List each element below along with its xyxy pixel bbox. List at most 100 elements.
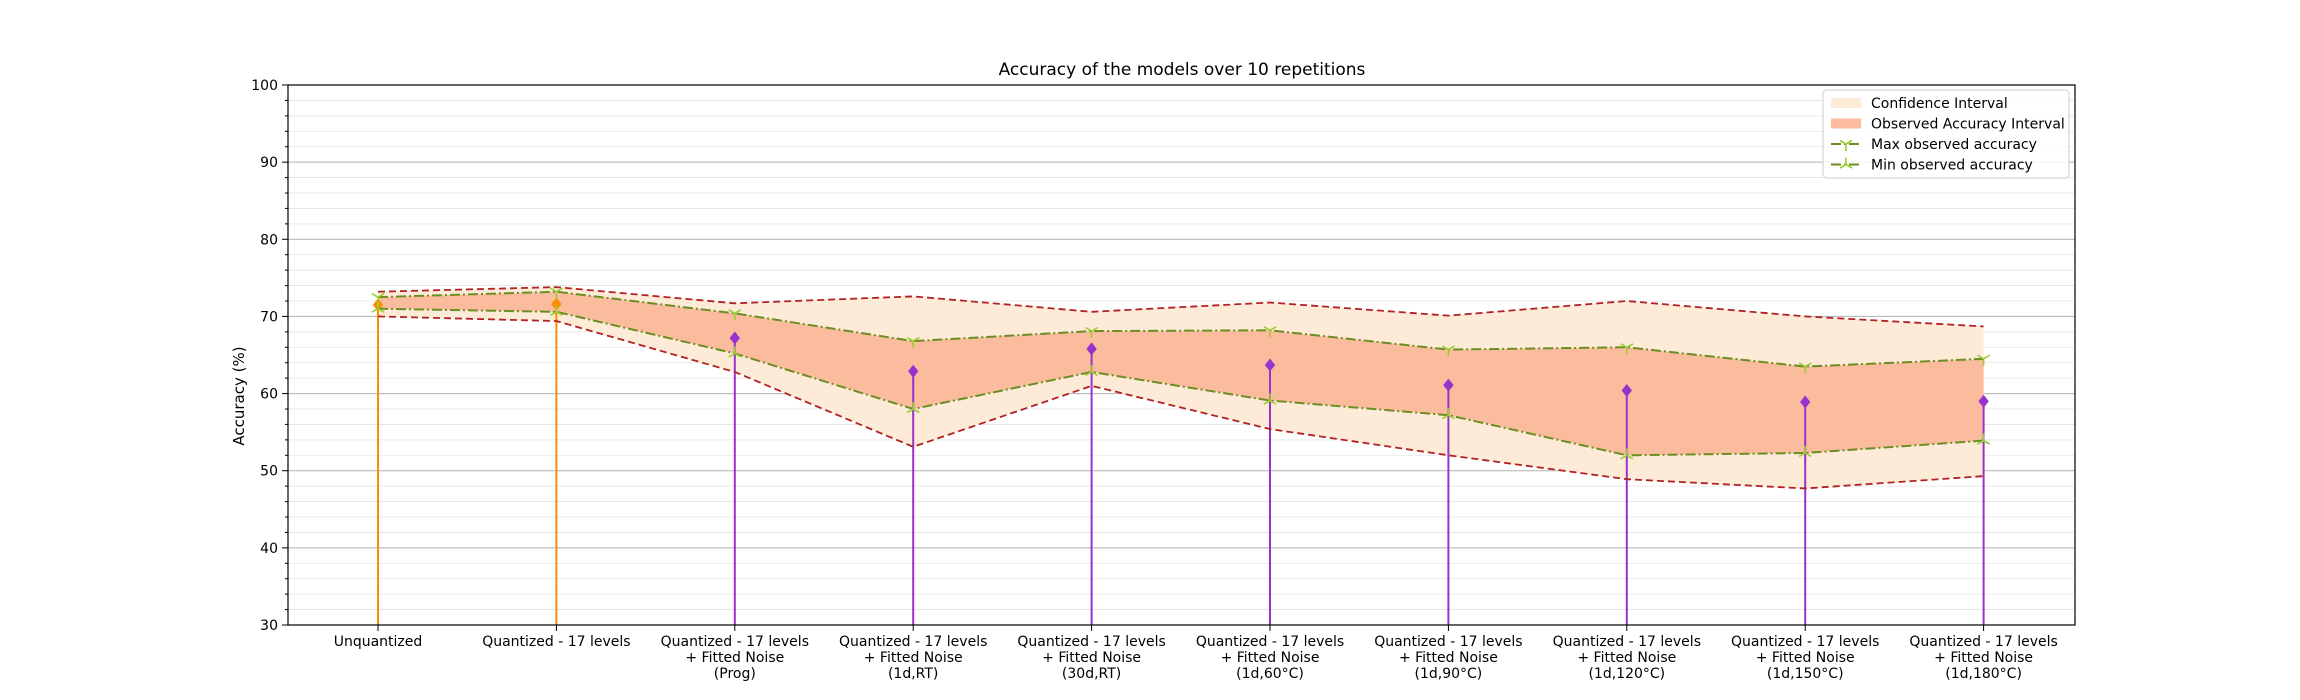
marker-arm: [728, 309, 736, 315]
x-tick-label: Quantized - 17 levels+ Fitted Noise(1d,1…: [1731, 634, 1879, 682]
x-tick-label: Quantized - 17 levels+ Fitted Noise(1d,9…: [1374, 634, 1522, 682]
legend-marker: [1839, 139, 1853, 151]
legend-label: Confidence Interval: [1871, 96, 2008, 112]
x-tick-label-line: + Fitted Noise: [864, 650, 963, 666]
legend-handle: [1831, 98, 1861, 108]
x-tick-label-line: + Fitted Noise: [685, 650, 784, 666]
marker-arm: [1845, 163, 1853, 169]
marker-arm: [728, 352, 736, 358]
legend-label: Observed Accuracy Interval: [1871, 117, 2065, 133]
legend-handle: [1831, 139, 1861, 151]
marker-arm: [549, 287, 557, 293]
marker-arm: [1620, 454, 1628, 460]
x-tick-label: Quantized - 17 levels: [482, 634, 630, 650]
legend-swatch: [1831, 118, 1861, 129]
marker-arm: [1269, 399, 1277, 405]
marker-arm: [377, 292, 385, 298]
marker-arm: [1441, 414, 1449, 420]
marker-arm: [912, 336, 920, 342]
marker-arm: [912, 408, 920, 414]
legend: Confidence Interval Observed Accuracy Int…: [1822, 89, 2070, 179]
marker-arm: [1804, 452, 1812, 458]
marker-arm: [1263, 399, 1271, 405]
max-accuracy-point: [1977, 354, 1991, 366]
max-accuracy-point: [1085, 326, 1099, 339]
min-accuracy-point: [549, 304, 563, 316]
y-axis-label: Accuracy (%): [230, 346, 248, 445]
marker-arm: [549, 311, 557, 316]
marker-arm: [1626, 454, 1634, 460]
x-tick-label: Quantized - 17 levels+ Fitted Noise(1d,6…: [1196, 634, 1344, 682]
x-tick-label-line: + Fitted Noise: [1221, 650, 1320, 666]
y-tick-label: 40: [260, 541, 278, 557]
x-tick-label-line: (Prog): [714, 666, 756, 682]
marker-arm: [1441, 345, 1449, 351]
x-tick-label: Unquantized: [334, 634, 423, 650]
marker-arm: [906, 336, 914, 342]
marker-arm: [1798, 452, 1806, 458]
x-tick-label-line: (30d,RT): [1062, 666, 1121, 682]
mean-marker: [1621, 383, 1632, 397]
y-tick-label: 70: [260, 309, 278, 325]
x-tick-label: Quantized - 17 levels+ Fitted Noise(30d,…: [1017, 634, 1165, 682]
marker-arm: [1839, 163, 1847, 169]
x-tick-label-line: Quantized - 17 levels: [1553, 634, 1701, 650]
legend-marker: [1839, 157, 1853, 169]
x-tick-label-line: Quantized - 17 levels: [661, 634, 809, 650]
x-tick-label-line: (1d,90°C): [1415, 666, 1483, 682]
marker-arm: [1269, 326, 1277, 332]
min-accuracy-point: [1977, 433, 1991, 445]
marker-arm: [556, 311, 563, 316]
marker-arm: [556, 287, 563, 293]
marker-arm: [1091, 371, 1099, 377]
mean-marker: [1264, 358, 1276, 372]
marker-arm: [371, 292, 379, 298]
marker-arm: [1085, 326, 1092, 332]
mean-accuracy-stems: [372, 297, 1989, 625]
x-tick-label-line: + Fitted Noise: [1756, 650, 1855, 666]
max-accuracy-point: [1441, 345, 1455, 357]
marker-arm: [1448, 414, 1455, 420]
min-accuracy-line: [377, 307, 1984, 457]
x-tick-label-line: (1d,60°C): [1236, 666, 1304, 682]
axes: 30 40 50 60 70 80 90 100 Unquantized Quantized - …: [251, 78, 2058, 682]
min-accuracy-point: [1620, 448, 1634, 460]
min-accuracy-point: [1441, 408, 1455, 420]
min-accuracy-point: [906, 402, 920, 414]
min-accuracy-point: [371, 301, 385, 313]
y-tick-label: 90: [260, 155, 278, 171]
observed-accuracy-band: [378, 291, 1984, 456]
mean-marker: [1800, 395, 1811, 409]
min-accuracy-point: [1798, 445, 1812, 458]
legend-label: Min observed accuracy: [1871, 158, 2033, 174]
legend-box: [1822, 89, 2070, 179]
max-accuracy-point: [1263, 326, 1277, 338]
min-accuracy-point: [1085, 364, 1099, 377]
marker-arm: [1804, 362, 1812, 368]
ci-lower-line: [377, 315, 1984, 490]
legend-label: Max observed accuracy: [1871, 137, 2037, 153]
x-tick-label: Quantized - 17 levels+ Fitted Noise(1d,1…: [1553, 634, 1701, 682]
marker-arm: [377, 308, 385, 313]
marker-arm: [1620, 343, 1628, 348]
interval-bands: [378, 287, 1984, 489]
x-tick-label-line: Quantized - 17 levels: [1731, 634, 1879, 650]
x-tick-label-line: Quantized - 17 levels: [1374, 634, 1522, 650]
legend-swatch: [1831, 98, 1861, 108]
marker-arm: [1983, 439, 1991, 445]
max-accuracy-point: [1620, 343, 1634, 355]
x-tick-label-line: (1d,150°C): [1767, 666, 1844, 682]
y-tick-label: 50: [260, 464, 278, 480]
marker-arm: [906, 408, 914, 414]
x-tick-label-line: + Fitted Noise: [1042, 650, 1141, 666]
marker-arm: [1983, 354, 1991, 360]
marker-arm: [1977, 439, 1984, 445]
marker-arm: [1845, 139, 1853, 145]
x-tick-label-line: + Fitted Noise: [1399, 650, 1498, 666]
mean-marker: [551, 297, 562, 311]
x-tick-label-line: (1d,180°C): [1945, 666, 2022, 682]
plot-frame: [287, 84, 2076, 626]
min-accuracy-point: [1263, 393, 1277, 405]
mean-marker: [729, 331, 740, 345]
marker-arm: [1085, 371, 1092, 377]
